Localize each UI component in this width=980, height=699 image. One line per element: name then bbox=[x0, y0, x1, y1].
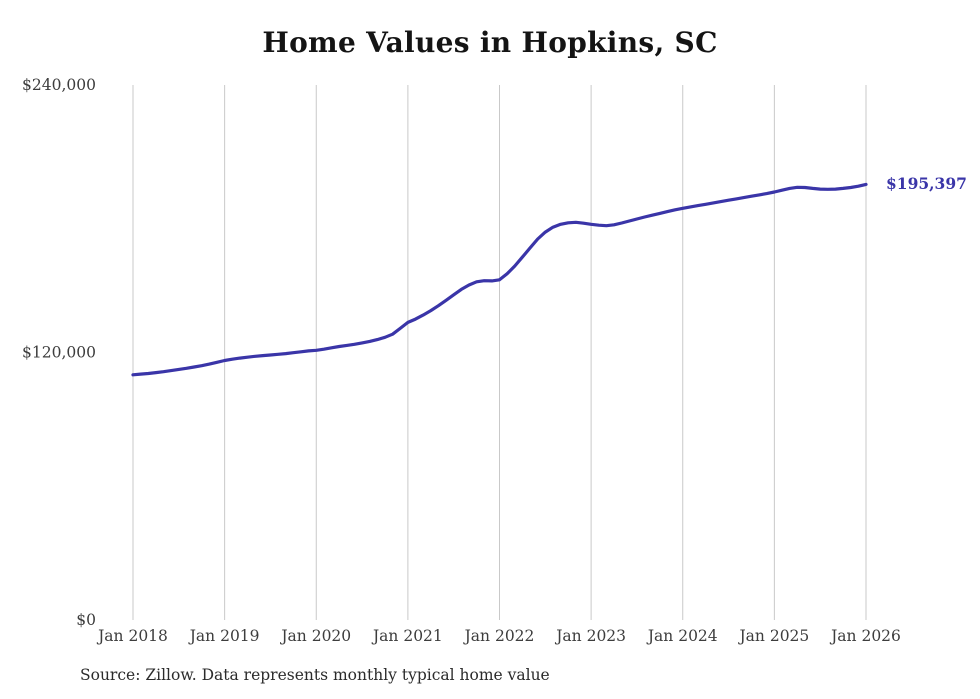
source-note: Source: Zillow. Data represents monthly … bbox=[80, 666, 550, 684]
chart-title: Home Values in Hopkins, SC bbox=[262, 26, 718, 59]
x-axis-label: Jan 2018 bbox=[96, 627, 168, 645]
y-axis-label: $0 bbox=[76, 611, 96, 629]
y-axis-label: $120,000 bbox=[22, 344, 96, 362]
x-axis-label: Jan 2021 bbox=[371, 627, 443, 645]
x-axis-label: Jan 2020 bbox=[279, 627, 351, 645]
x-axis-label: Jan 2019 bbox=[188, 627, 260, 645]
y-axis-label: $240,000 bbox=[22, 76, 96, 94]
end-value-label: $195,397 bbox=[886, 174, 967, 194]
x-axis-label: Jan 2025 bbox=[737, 627, 809, 645]
value-line bbox=[131, 182, 868, 377]
x-axis-label: Jan 2024 bbox=[646, 627, 718, 645]
x-axis-label: Jan 2022 bbox=[463, 627, 535, 645]
x-axis-label: Jan 2023 bbox=[554, 627, 626, 645]
x-axis-label: Jan 2026 bbox=[829, 627, 901, 645]
